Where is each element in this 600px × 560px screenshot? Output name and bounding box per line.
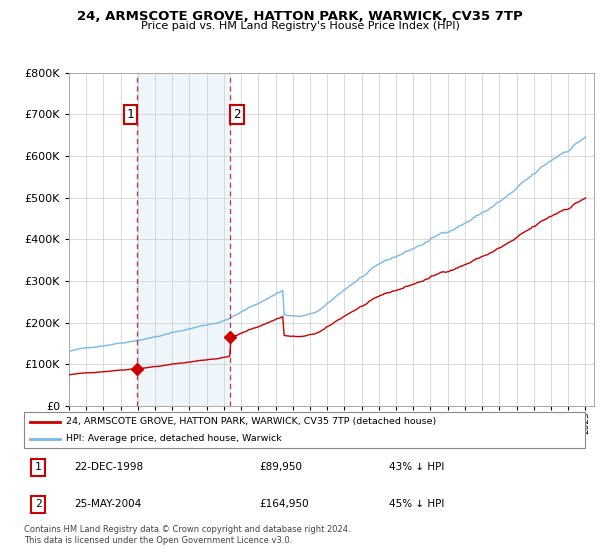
Text: HPI: Average price, detached house, Warwick: HPI: Average price, detached house, Warw… xyxy=(66,435,282,444)
Text: £89,950: £89,950 xyxy=(260,463,302,472)
Text: 25-MAY-2004: 25-MAY-2004 xyxy=(74,500,142,510)
Bar xyxy=(137,73,230,406)
Text: 2: 2 xyxy=(35,500,41,510)
FancyBboxPatch shape xyxy=(24,412,585,448)
Text: 1: 1 xyxy=(35,463,41,472)
Text: 2: 2 xyxy=(233,108,241,121)
Text: £164,950: £164,950 xyxy=(260,500,309,510)
Text: 45% ↓ HPI: 45% ↓ HPI xyxy=(389,500,444,510)
Text: Contains HM Land Registry data © Crown copyright and database right 2024.
This d: Contains HM Land Registry data © Crown c… xyxy=(24,525,350,545)
Text: 24, ARMSCOTE GROVE, HATTON PARK, WARWICK, CV35 7TP (detached house): 24, ARMSCOTE GROVE, HATTON PARK, WARWICK… xyxy=(66,417,436,426)
Text: Price paid vs. HM Land Registry's House Price Index (HPI): Price paid vs. HM Land Registry's House … xyxy=(140,21,460,31)
Text: 1: 1 xyxy=(127,108,134,121)
Text: 22-DEC-1998: 22-DEC-1998 xyxy=(74,463,143,472)
Text: 43% ↓ HPI: 43% ↓ HPI xyxy=(389,463,444,472)
Text: 24, ARMSCOTE GROVE, HATTON PARK, WARWICK, CV35 7TP: 24, ARMSCOTE GROVE, HATTON PARK, WARWICK… xyxy=(77,10,523,23)
